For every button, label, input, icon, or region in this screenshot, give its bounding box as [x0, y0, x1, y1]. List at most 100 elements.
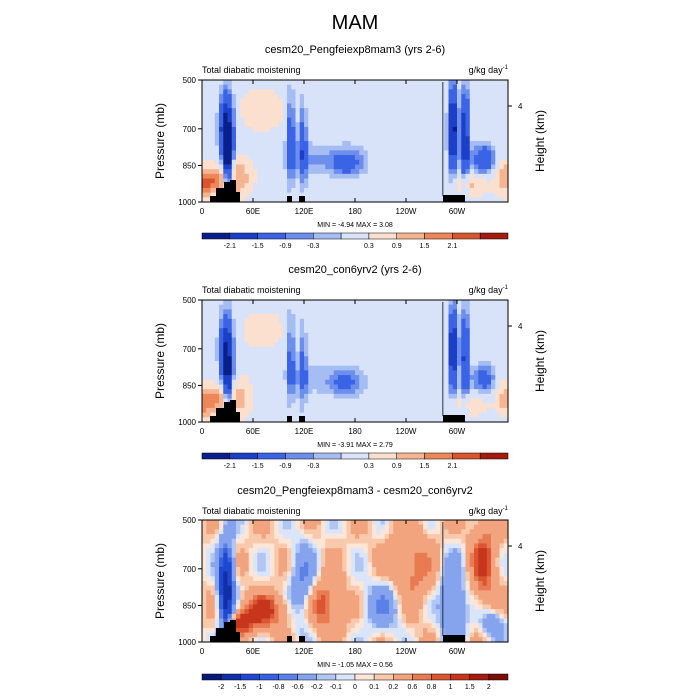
contour-cell [316, 150, 322, 156]
contour-cell [248, 173, 254, 180]
contour-cell [214, 318, 220, 325]
contour-cell [491, 393, 496, 400]
contour-cell [418, 159, 424, 166]
contour-cell [295, 304, 301, 310]
contour-cell [427, 562, 433, 568]
contour-cell [401, 197, 407, 203]
contour-cell [457, 103, 462, 109]
contour-cell [418, 384, 424, 390]
contour-cell [257, 585, 263, 591]
contour-cell [372, 94, 377, 100]
contour-cell [448, 103, 454, 109]
contour-cell [274, 108, 280, 114]
contour-cell [427, 328, 433, 334]
contour-cell [491, 346, 496, 353]
contour-cell [210, 346, 216, 353]
contour-cell [265, 370, 271, 376]
contour-cell [227, 543, 233, 549]
contour-cell [291, 80, 297, 86]
contour-cell [291, 342, 297, 348]
contour-cell [240, 197, 246, 203]
contour-cell [457, 314, 462, 320]
contour-cell [499, 192, 505, 198]
contour-cell [329, 370, 335, 376]
contour-cell [287, 323, 292, 329]
contour-cell [372, 131, 377, 137]
contour-cell [240, 581, 246, 587]
contour-cell [431, 557, 437, 563]
contour-cell [397, 328, 403, 334]
contour-cell [265, 412, 271, 418]
contour-cell [359, 323, 365, 329]
contour-cell [265, 112, 271, 119]
contour-cell [423, 520, 428, 526]
contour-cell [461, 543, 467, 549]
contour-cell [444, 356, 450, 362]
contour-cell [401, 365, 407, 371]
contour-cell [393, 309, 399, 315]
contour-cell [431, 393, 437, 400]
contour-cell [291, 89, 297, 95]
contour-cell [206, 407, 212, 414]
contour-cell [308, 337, 314, 343]
contour-cell [202, 552, 207, 559]
contour-cell [397, 141, 403, 147]
contour-cell [469, 389, 475, 395]
contour-cell [491, 520, 496, 526]
contour-cell [333, 529, 339, 535]
contour-cell [304, 126, 309, 133]
contour-cell [227, 534, 233, 540]
contour-cell [282, 417, 288, 423]
contour-cell [410, 398, 416, 404]
contour-cell [482, 314, 488, 320]
contour-cell [427, 169, 433, 175]
contour-cell [316, 342, 322, 348]
contour-cell [448, 328, 454, 334]
contour-cell [333, 89, 339, 95]
contour-cell [393, 379, 399, 386]
contour-cell [257, 314, 263, 320]
contour-cell [265, 534, 271, 540]
contour-cell [457, 365, 462, 371]
contour-cell [299, 122, 305, 128]
contour-cell [282, 183, 288, 189]
contour-cell [257, 328, 263, 334]
contour-cell [261, 108, 267, 114]
contour-cell [372, 365, 377, 371]
contour-cell [312, 332, 318, 339]
contour-cell [223, 365, 229, 371]
contour-cell [240, 98, 246, 105]
contour-cell [359, 183, 365, 189]
contour-cell [214, 356, 220, 362]
contour-cell [342, 346, 348, 353]
contour-cell [299, 529, 305, 535]
contour-cell [448, 98, 454, 105]
contour-cell [486, 337, 492, 343]
contour-cell [410, 562, 416, 568]
contour-cell [299, 538, 305, 545]
contour-cell [491, 384, 496, 390]
contour-cell [363, 126, 369, 133]
contour-cell [236, 178, 241, 184]
contour-cell [278, 141, 284, 147]
contour-cell [253, 552, 258, 559]
contour-cell [227, 365, 233, 371]
contour-cell [321, 534, 326, 540]
contour-cell [299, 398, 305, 404]
contour-cell [287, 94, 292, 100]
contour-cell [486, 126, 492, 133]
contour-cell [299, 192, 305, 198]
contour-cell [431, 337, 437, 343]
contour-cell [393, 155, 399, 161]
contour-cell [257, 323, 263, 329]
contour-cell [457, 136, 462, 142]
contour-cell [299, 365, 305, 371]
contour-cell [401, 150, 407, 156]
contour-cell [380, 337, 386, 343]
contour-cell [287, 520, 292, 526]
contour-cell [219, 361, 224, 367]
contour-cell [427, 356, 433, 362]
contour-cell [312, 365, 318, 371]
contour-cell [401, 84, 407, 90]
contour-cell [448, 187, 454, 194]
